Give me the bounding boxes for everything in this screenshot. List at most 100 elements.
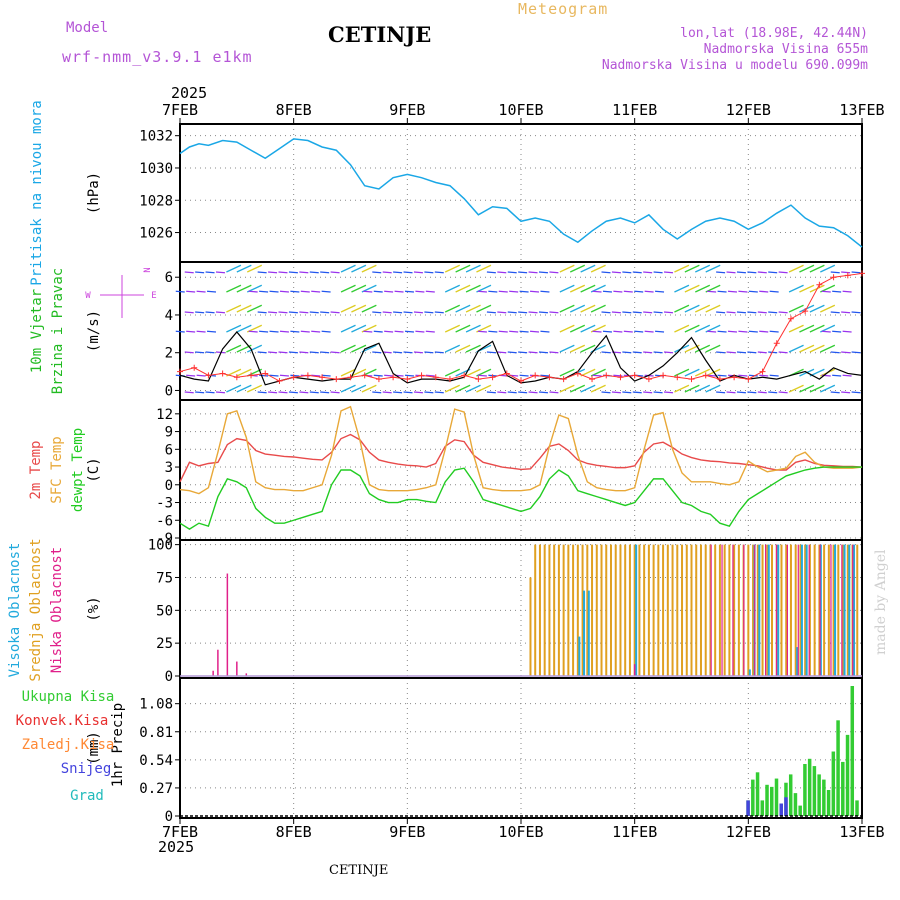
gust-marker xyxy=(404,376,411,383)
wind-barb xyxy=(226,304,242,313)
wind-barb xyxy=(186,290,196,293)
wind-barb xyxy=(757,351,767,354)
gust-marker xyxy=(319,374,326,381)
wind-barb xyxy=(674,324,690,333)
wind-barb xyxy=(269,374,279,377)
wind-barb xyxy=(695,368,711,377)
wind-barb xyxy=(778,351,788,354)
precip-total-bar xyxy=(751,779,755,816)
wind-barb xyxy=(278,351,288,354)
wind-barb xyxy=(684,324,700,333)
y-tick-label: 9 xyxy=(165,425,173,441)
top-x-tick-label: 8FEB xyxy=(276,101,312,119)
wind-barb xyxy=(643,391,653,394)
gust-marker xyxy=(446,376,453,383)
bottom-x-tick-label: 7FEB xyxy=(162,823,198,841)
gust-marker xyxy=(518,378,524,385)
wind-barb xyxy=(340,304,356,313)
precip-snow-bar xyxy=(784,797,788,816)
wind-barb xyxy=(477,374,487,377)
precip-legend-item: Zaledj.Kisa xyxy=(22,737,115,753)
top-x-tick-label: 12FEB xyxy=(726,101,771,119)
wind-barb xyxy=(738,330,748,333)
wind-barb xyxy=(809,304,825,313)
wind-barb xyxy=(830,351,840,354)
temp-ylabel-3: dewpt Temp xyxy=(70,428,86,512)
wind-barb xyxy=(444,368,460,377)
precip-snow-bar xyxy=(746,800,750,816)
y-tick-label: 25 xyxy=(156,636,173,652)
wind-barb xyxy=(820,304,836,313)
wind-barb xyxy=(279,330,289,333)
wind-barb xyxy=(788,344,804,353)
wind-barb xyxy=(465,344,481,353)
wind-barb xyxy=(644,330,654,333)
top-x-tick-label: 13FEB xyxy=(839,101,884,119)
wind-barb xyxy=(288,391,298,394)
wind-barb xyxy=(528,271,538,274)
wind-barb xyxy=(246,304,263,313)
wind-barb xyxy=(351,368,367,377)
wind-barb xyxy=(695,284,711,293)
wind-barb xyxy=(759,330,769,333)
wind-barb xyxy=(372,391,382,394)
year-bottom: 2025 xyxy=(158,838,195,856)
wind-barb xyxy=(528,391,538,394)
gust-marker xyxy=(177,368,183,375)
wind-barb xyxy=(373,330,383,333)
wind-barb xyxy=(299,351,309,354)
gust-marker xyxy=(674,374,681,381)
wind-barb xyxy=(695,324,711,333)
wind-barb xyxy=(321,374,331,377)
precip-legend-item: Grad xyxy=(70,788,104,804)
temp-line-1 xyxy=(179,433,863,483)
wind-barb xyxy=(778,391,788,394)
wind-barb xyxy=(257,391,267,394)
precip-total-bar xyxy=(845,734,850,816)
model-altitude-label: Nadmorska Visina u modelu 690.099m xyxy=(601,58,868,73)
wind-barb xyxy=(559,324,575,333)
wind-barb xyxy=(424,271,434,274)
wind-barb xyxy=(404,330,415,333)
gust-marker xyxy=(603,372,610,379)
wind-barb xyxy=(195,351,205,354)
precip-total-bar xyxy=(850,686,855,816)
wind-barb xyxy=(768,391,778,394)
y-tick-label: 1026 xyxy=(139,226,173,242)
wind-barb xyxy=(622,391,632,394)
precip-total-bar xyxy=(826,790,831,816)
wind-barb xyxy=(580,368,596,377)
gust-marker xyxy=(489,374,496,381)
wind-barb xyxy=(507,391,517,394)
precip-total-bar xyxy=(793,793,798,816)
wind-barb xyxy=(841,311,851,314)
wind-barb xyxy=(279,374,289,377)
wind-barb xyxy=(476,264,492,273)
y-tick-label: 0 xyxy=(165,809,173,825)
gust-marker xyxy=(844,272,851,279)
wind-barb xyxy=(330,351,340,354)
wind-barb xyxy=(351,284,367,293)
wind-barb xyxy=(726,391,736,394)
wind-barb xyxy=(830,391,840,394)
app-title: Meteogram xyxy=(518,0,609,18)
wind-barb xyxy=(444,304,460,313)
wind-barb xyxy=(622,271,632,274)
precip-total-bar xyxy=(836,720,840,816)
wind-barb xyxy=(768,311,778,314)
wind-barb xyxy=(613,374,623,377)
wind-barb xyxy=(269,330,279,333)
gust-marker xyxy=(546,374,553,381)
wind-barb xyxy=(601,391,611,394)
wind-barb xyxy=(601,311,611,314)
wind-barb xyxy=(726,351,736,354)
gust-marker xyxy=(361,372,368,379)
wind-barb xyxy=(455,284,471,293)
y-tick-label: 1030 xyxy=(139,161,173,177)
wind-barb xyxy=(663,311,674,314)
station-title: CETINJE xyxy=(328,22,432,47)
footer-station: CETINJE xyxy=(329,863,389,878)
y-tick-label: 50 xyxy=(156,603,173,619)
wind-barb xyxy=(278,311,288,314)
